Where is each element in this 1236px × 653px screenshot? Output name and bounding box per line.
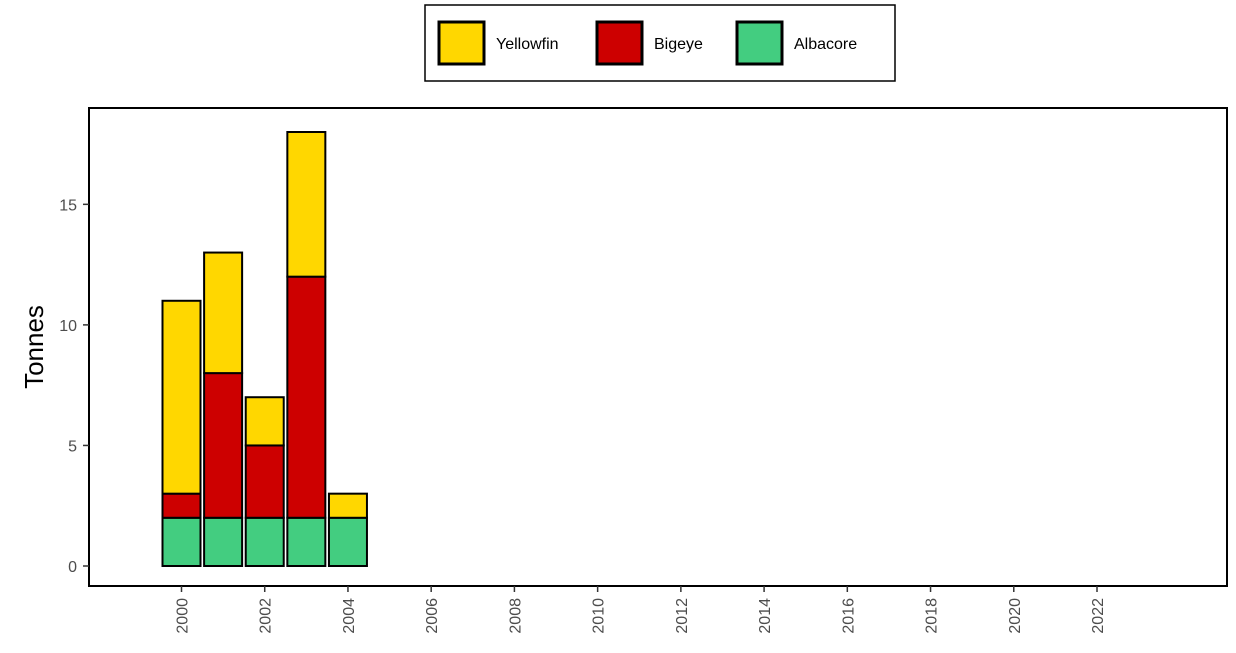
legend-key-bigeye xyxy=(595,20,644,66)
plot-panel xyxy=(88,107,1228,587)
bar-bigeye-2001 xyxy=(203,372,244,519)
y-tick-label: 0 xyxy=(68,559,77,576)
bar-yellowfin-2002 xyxy=(244,396,285,447)
bar-yellowfin-2001 xyxy=(203,251,244,375)
x-tick-label: 2002 xyxy=(258,598,275,634)
bar-yellowfin-2003 xyxy=(286,131,327,278)
y-axis-title: Tonnes xyxy=(19,305,49,389)
bar-albacore-2001 xyxy=(203,516,244,567)
y-axis: 0 5 10 15 xyxy=(59,197,89,576)
x-tick-label: 2006 xyxy=(424,598,441,634)
y-tick-label: 10 xyxy=(59,318,77,335)
bar-albacore-2000 xyxy=(161,516,202,567)
x-tick-label: 2022 xyxy=(1090,598,1107,634)
bar-bigeye-2000 xyxy=(161,492,202,519)
legend: Yellowfin Bigeye Albacore xyxy=(424,4,896,82)
bar-bigeye-2003 xyxy=(286,275,327,519)
x-tick-label: 2010 xyxy=(591,598,608,634)
x-tick-label: 2016 xyxy=(840,598,857,634)
legend-key-yellowfin xyxy=(437,20,486,66)
x-tick-label: 2020 xyxy=(1007,598,1024,634)
x-tick-label: 2004 xyxy=(341,598,358,634)
x-axis: 2000 2002 2004 2006 2008 2010 2012 2014 2016 2018… xyxy=(175,586,1107,634)
legend-label-bigeye: Bigeye xyxy=(654,36,703,53)
bar-albacore-2002 xyxy=(244,516,285,567)
legend-label-yellowfin: Yellowfin xyxy=(496,36,559,53)
legend-key-albacore xyxy=(735,20,784,66)
y-tick-label: 15 xyxy=(59,197,77,214)
bar-albacore-2004 xyxy=(327,516,368,567)
x-tick-label: 2018 xyxy=(924,598,941,634)
bar-albacore-2003 xyxy=(286,516,327,567)
x-tick-label: 2000 xyxy=(175,598,192,634)
x-tick-label: 2012 xyxy=(674,598,691,634)
bar-yellowfin-2000 xyxy=(161,299,202,495)
x-tick-label: 2014 xyxy=(757,598,774,634)
y-tick-label: 5 xyxy=(68,438,77,455)
bar-yellowfin-2004 xyxy=(327,492,368,519)
legend-box xyxy=(424,4,896,82)
bars xyxy=(161,131,368,567)
x-tick-label: 2008 xyxy=(507,598,524,634)
legend-label-albacore: Albacore xyxy=(794,36,857,53)
bar-bigeye-2002 xyxy=(244,444,285,519)
